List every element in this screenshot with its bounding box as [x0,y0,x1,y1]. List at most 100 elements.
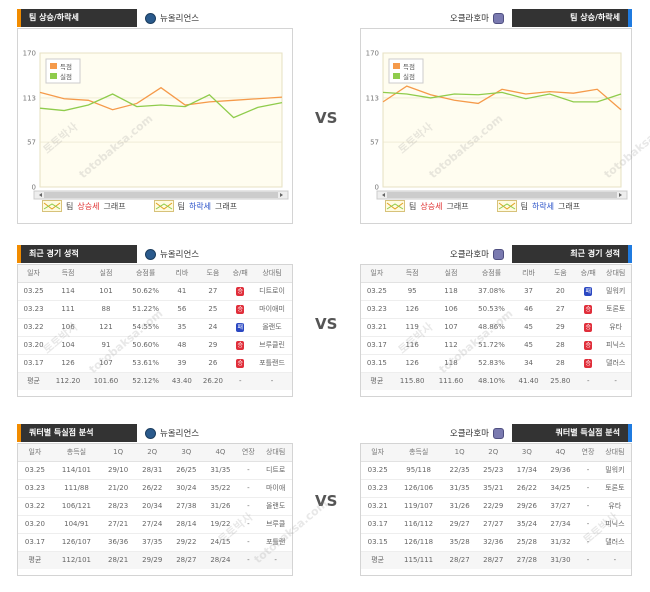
table-cell: - [577,515,599,534]
table-cell: 28/21 [101,551,136,569]
down-legend-item-r[interactable]: 팀 하락세 그래프 [496,200,581,212]
plot-area [382,52,622,188]
table-cell: 22/29 [476,497,511,516]
y-tick-label: 170 [23,50,36,58]
column-header: 총득실 [394,444,443,462]
table-row: 03.17 116/112 29/27 27/27 35/24 27/34- 피닉스 [361,515,631,534]
right-recent-team: 오클라호마 [449,250,489,260]
table-cell: 126/118 [394,533,443,552]
table-cell: 27/21 [101,515,136,534]
left-recent-header: 최근 경기 성적 뉴올리언스 [17,245,297,263]
table-cell: 평균 [361,372,393,390]
down-legend-suffix: 그래프 [215,201,238,211]
table-cell: 112.20 [49,372,87,390]
table-cell: 마이애 [259,479,292,498]
table-cell: 111/88 [51,479,102,498]
up-legend-item[interactable]: 팀 상승세 그래프 [42,200,126,212]
table-cell: 28/14 [169,515,204,534]
table-row: 03.22 106/121 28/23 20/34 27/38 31/26- 올랜도 [18,497,292,516]
up-legend-suffix: 그래프 [446,201,469,211]
table-cell: 승 [576,300,601,319]
column-header: 상대팀 [598,444,631,462]
table-cell: - [577,533,599,552]
down-legend-word: 하락세 [188,201,212,211]
table-cell: - [577,551,599,569]
column-header: 1Q [101,444,136,462]
down-legend-item[interactable]: 팀 하락세 그래프 [153,200,238,212]
right-quarter-table: 일자 총득실 1Q 2Q 3Q 4Q 연장 상대팀 03.25 95/118 22/35 25/23 1… [361,444,631,569]
scroll-left-icon [382,193,385,197]
table-row: 03.23 126 106 50.53% 46 27 승 토론토 [361,300,631,319]
win-badge: 승 [584,340,593,350]
table-cell: 31/30 [543,551,578,569]
table-cell: - [598,551,631,569]
column-header: 상대팀 [259,444,292,462]
table-cell: 95 [392,282,432,301]
column-header: 승점률 [470,265,513,283]
table-cell: 115/111 [394,551,443,569]
table-cell: 31/35 [442,479,477,498]
series-line-score [382,85,622,111]
series-line-allowed [382,91,622,103]
table-cell: 20 [544,282,577,301]
column-header: 실점 [431,265,471,283]
table-cell: - [237,533,260,552]
y-tick-label: 0 [32,184,36,192]
table-cell: 39 [166,354,198,373]
column-header: 총득실 [51,444,102,462]
thunder-logo-icon [493,12,504,24]
table-row: 03.25 114/101 29/10 28/31 26/25 31/35- 디트로 [18,461,292,480]
pelicans-logo-icon [145,248,156,260]
up-legend-item-r[interactable]: 팀 상승세 그래프 [385,200,469,212]
table-header-row: 일자 득점 실점 승점률 리바 도움 승/패 상대팀 [361,265,631,283]
table-cell: - [577,479,599,498]
table-cell: 115.80 [392,372,432,390]
table-cell: 19/22 [203,515,238,534]
table-row: 03.25 95/118 22/35 25/23 17/34 29/36- 밀워키 [361,461,631,480]
legend-swatch [50,73,57,79]
left-quarter-table: 일자 총득실 1Q 2Q 3Q 4Q 연장 상대팀 03.25 114/101 29/10 28/31… [18,444,292,569]
table-cell: 35/22 [203,479,238,498]
table-cell: 디트로 [259,461,292,480]
table-cell: 26/22 [135,479,170,498]
left-quarter-team-wrap: 뉴올리언스 [137,427,207,439]
table-cell: 브루클린 [252,336,292,355]
table-cell: 30/24 [169,479,204,498]
table-cell: 피닉스 [600,336,631,355]
legend-label: 실점 [403,72,415,81]
table-cell: 51.22% [124,300,167,319]
up-legend-word: 상승세 [77,201,100,211]
table-cell: 27/38 [169,497,204,516]
table-cell: 29 [197,336,229,355]
down-graph-icon [153,200,174,212]
table-row: 03.17 126/107 36/36 37/35 29/22 24/15- 포틀랜 [18,533,292,552]
table-cell: 106/121 [51,497,102,516]
table-cell: 48.10% [470,372,513,390]
down-legend-prefix: 팀 [520,201,528,211]
left-quarter-header: 쿼터별 득실점 분석 뉴올리언스 [17,424,297,442]
table-cell: 포틀랜드 [252,354,292,373]
table-cell: 밀워키 [600,282,631,301]
table-cell: 28 [544,336,577,355]
table-cell: 03.21 [361,497,395,516]
table-cell: - [576,372,601,390]
win-badge: 승 [236,358,245,368]
table-cell: 승 [228,282,253,301]
right-recent-table-box: 일자 득점 실점 승점률 리바 도움 승/패 상대팀 03.25 95 118 37.08% 37 20 패… [360,264,632,397]
right-team-name-wrap: 오클라호마 [442,12,512,24]
table-cell: 25/28 [510,533,544,552]
up-legend-suffix: 그래프 [103,201,126,211]
table-cell: - [228,372,253,390]
table-cell: 24 [197,318,229,337]
table-cell: - [259,551,292,569]
table-cell: 111 [49,300,87,319]
column-header: 일자 [18,444,52,462]
table-cell: 평균 [361,551,395,569]
table-cell: 03.25 [18,282,50,301]
down-legend-suffix: 그래프 [558,201,581,211]
table-cell: - [237,497,260,516]
table-cell: 52.12% [124,372,167,390]
table-cell: - [600,372,631,390]
table-cell: 토론토 [598,479,631,498]
